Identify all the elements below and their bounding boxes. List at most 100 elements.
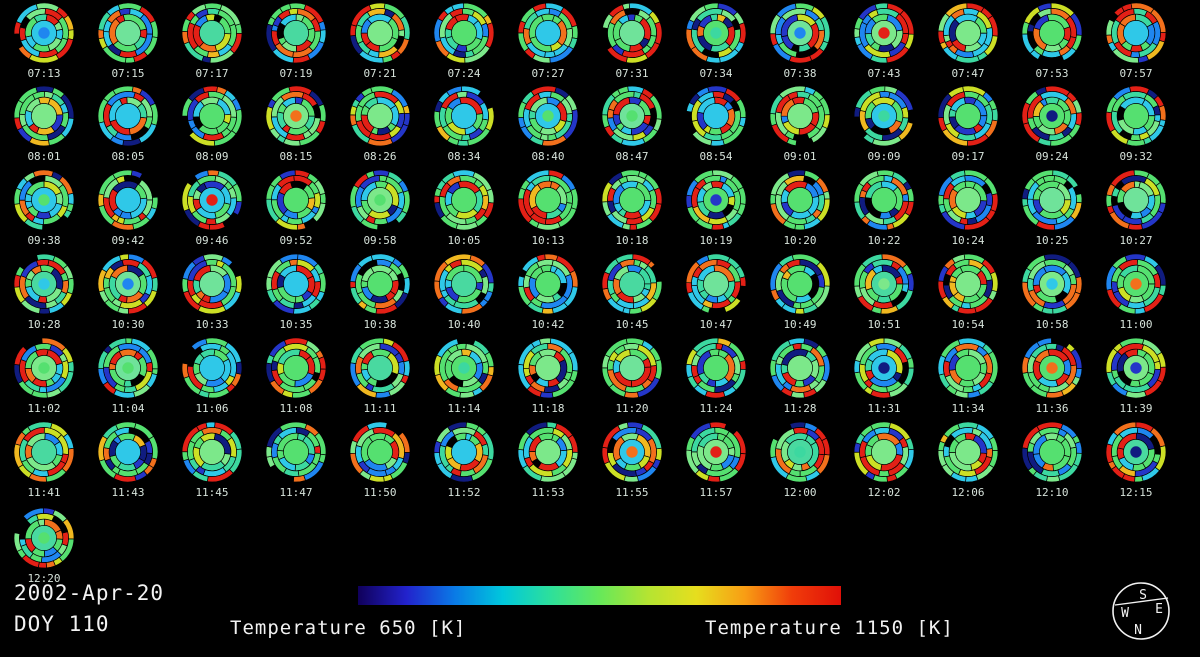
disk-core	[703, 271, 729, 297]
temperature-map-disk	[517, 2, 579, 64]
disk-inner-spot	[206, 194, 218, 206]
disk-core	[955, 187, 981, 213]
timestamp-label: 07:53	[1035, 67, 1069, 80]
map-cell: 10:20	[769, 169, 831, 247]
temperature-map-disk	[769, 337, 831, 399]
disk-sector	[67, 29, 75, 41]
map-cell: 11:41	[13, 421, 75, 499]
disk-sector	[1134, 475, 1144, 483]
map-cell: 07:27	[517, 2, 579, 80]
temperature-map-disk	[265, 2, 327, 64]
disk-sector	[55, 192, 64, 206]
disk-core	[283, 187, 309, 213]
disk-core	[703, 103, 729, 129]
disk-core	[199, 271, 225, 297]
map-cell: 11:20	[601, 337, 663, 415]
timestamp-label: 07:34	[699, 67, 733, 80]
timestamp-label: 11:00	[1119, 318, 1153, 331]
timestamp-label: 09:42	[111, 234, 145, 247]
disk-core	[1123, 187, 1149, 213]
disk-inner-spot	[38, 194, 50, 206]
disk-sector	[652, 280, 663, 302]
disk-core	[367, 20, 393, 46]
disk-sector	[20, 299, 41, 315]
disk-sector	[538, 337, 552, 345]
disk-inner-spot	[542, 110, 554, 122]
temperature-map-disk	[937, 253, 999, 315]
disk-inner-spot	[1046, 446, 1058, 458]
disk-sector	[541, 307, 554, 315]
map-cell: 11:04	[97, 337, 159, 415]
timestamp-label: 09:24	[1035, 150, 1069, 163]
disk-core	[31, 439, 57, 465]
temperature-map-disk	[13, 507, 75, 569]
disk-sector	[103, 276, 111, 289]
disk-core	[1123, 103, 1149, 129]
disk-sector	[313, 263, 325, 275]
temperature-map-disk	[13, 2, 75, 64]
timestamp-label: 10:42	[531, 318, 565, 331]
temperature-map-disk	[601, 2, 663, 64]
disk-sector	[205, 217, 217, 225]
timestamp-label: 10:35	[279, 318, 313, 331]
disk-sector	[718, 467, 740, 483]
map-cell: 10:49	[769, 253, 831, 331]
timestamp-label: 08:09	[195, 150, 229, 163]
disk-inner-spot	[1046, 278, 1058, 290]
temperature-map-disk	[769, 169, 831, 231]
map-cell: 11:39	[1105, 337, 1167, 415]
disk-inner-spot	[38, 532, 50, 544]
disk-sector	[962, 386, 974, 393]
compass-south-label: S	[1139, 588, 1147, 603]
disk-sector	[895, 289, 914, 311]
timestamp-label: 10:28	[27, 318, 61, 331]
disk-core	[451, 439, 477, 465]
disk-sector	[705, 55, 721, 64]
temperature-map-disk	[685, 253, 747, 315]
disk-sector	[739, 276, 747, 287]
disk-sector	[292, 474, 306, 483]
disk-sector	[319, 193, 327, 205]
disk-sector	[445, 52, 466, 64]
date-block: 2002-Apr-20 DOY 110	[14, 578, 164, 640]
map-cell: 07:31	[601, 2, 663, 80]
disk-core	[871, 439, 897, 465]
map-cell: 10:38	[349, 253, 411, 331]
map-cell: 11:50	[349, 421, 411, 499]
disk-core	[535, 355, 561, 381]
map-cell: 10:27	[1105, 169, 1167, 247]
disk-core	[283, 355, 309, 381]
disk-sector	[540, 13, 555, 22]
compass-east-label: E	[1155, 602, 1163, 617]
timestamp-label: 07:13	[27, 67, 61, 80]
temperature-map-disk	[1021, 85, 1083, 147]
temperature-map-disk	[937, 421, 999, 483]
disk-sector	[102, 424, 119, 440]
disk-sector	[37, 561, 47, 569]
disk-sector	[125, 56, 136, 64]
disk-core	[535, 20, 561, 46]
map-cell: 10:05	[433, 169, 495, 247]
timestamp-label: 11:53	[531, 486, 565, 499]
timestamp-label: 07:27	[531, 67, 565, 80]
disk-sector	[13, 443, 24, 469]
temperature-map-disk	[265, 421, 327, 483]
temperature-map-disk	[601, 253, 663, 315]
map-cell: 12:15	[1105, 421, 1167, 499]
map-cell: 08:15	[265, 85, 327, 163]
timestamp-label: 11:20	[615, 402, 649, 415]
disk-sector	[1021, 187, 1030, 200]
disk-sector	[151, 276, 159, 293]
disk-sector	[403, 360, 411, 377]
map-cell: 10:47	[685, 253, 747, 331]
timestamp-label: 10:58	[1035, 318, 1069, 331]
disk-sector	[623, 8, 641, 16]
temperature-map-disk	[97, 337, 159, 399]
temperature-map-disk	[601, 85, 663, 147]
map-cell: 07:24	[433, 2, 495, 80]
disk-sector	[780, 363, 789, 375]
map-cell: 09:32	[1105, 85, 1167, 163]
disk-sector	[648, 10, 661, 25]
disk-core	[619, 187, 645, 213]
